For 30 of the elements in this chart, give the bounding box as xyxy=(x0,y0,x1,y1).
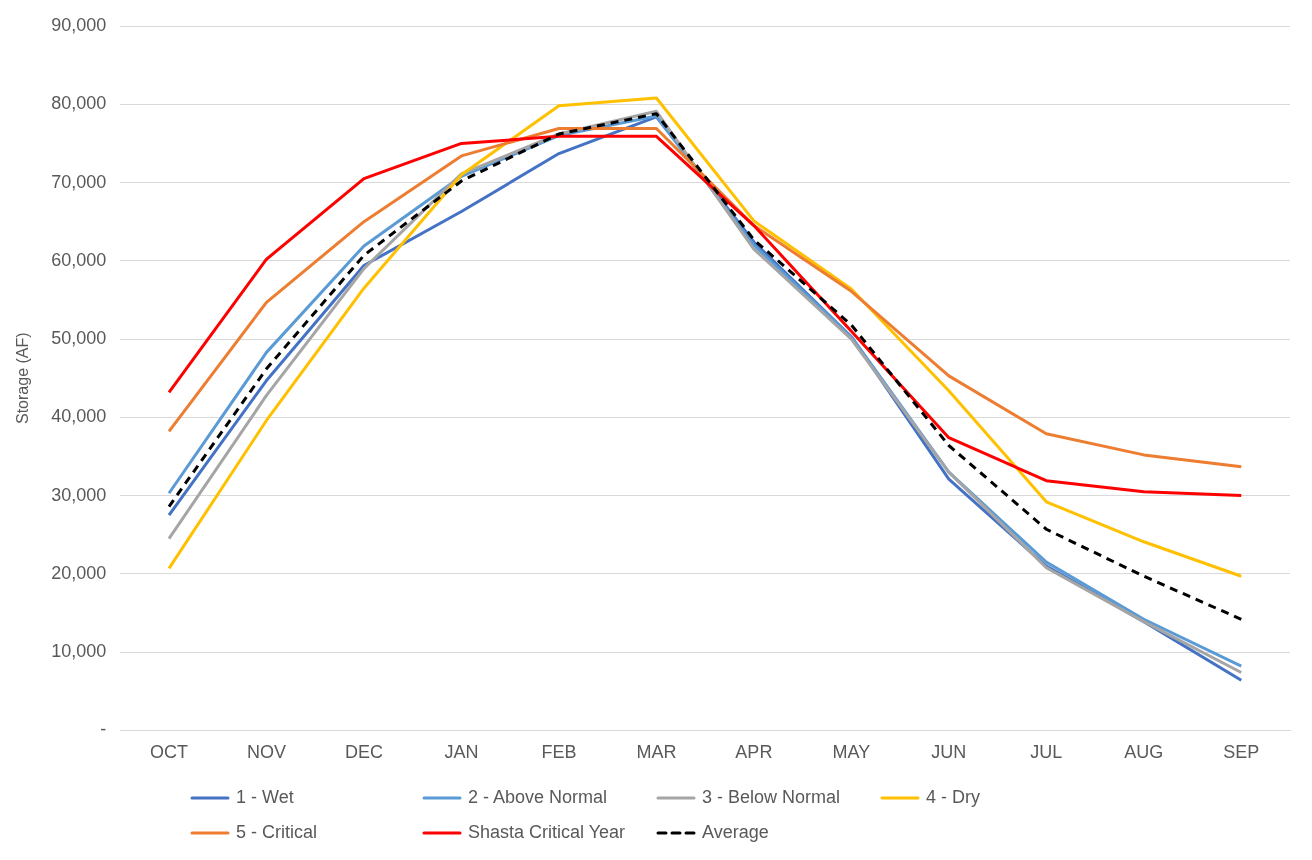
x-tick-label: MAR xyxy=(636,742,677,763)
y-tick-label: 70,000 xyxy=(51,171,107,192)
x-tick-label: MAY xyxy=(832,742,871,763)
y-tick-label: 50,000 xyxy=(51,328,107,349)
y-axis-title: Storage (AF) xyxy=(14,332,32,424)
x-tick-label: JUN xyxy=(931,742,967,763)
x-tick-label: DEC xyxy=(344,742,383,763)
x-tick-label: NOV xyxy=(246,742,286,763)
legend-label: 5 - Critical xyxy=(236,822,318,843)
x-tick-label: OCT xyxy=(149,742,188,763)
y-tick-label: 10,000 xyxy=(51,641,107,662)
x-tick-label: AUG xyxy=(1124,742,1164,763)
y-tick-label: 80,000 xyxy=(51,93,107,114)
x-tick-label: JUL xyxy=(1030,742,1063,763)
legend-label: Average xyxy=(702,822,769,843)
x-tick-label: FEB xyxy=(541,742,577,763)
legend-label: 1 - Wet xyxy=(236,787,294,808)
x-tick-label: SEP xyxy=(1223,742,1260,763)
y-tick-label: 60,000 xyxy=(51,249,107,270)
legend-label: Shasta Critical Year xyxy=(468,822,626,843)
y-tick-label: 30,000 xyxy=(51,484,107,505)
legend-label: 4 - Dry xyxy=(926,787,980,808)
y-tick-label: 40,000 xyxy=(51,406,107,427)
legend-label: 3 - Below Normal xyxy=(702,787,841,808)
y-tick-label: 90,000 xyxy=(51,14,107,35)
x-tick-label: JAN xyxy=(444,742,479,763)
y-tick-label: 20,000 xyxy=(51,562,107,583)
y-tick-label: - xyxy=(100,719,107,740)
x-tick-label: APR xyxy=(735,742,773,763)
legend-label: 2 - Above Normal xyxy=(468,787,608,808)
